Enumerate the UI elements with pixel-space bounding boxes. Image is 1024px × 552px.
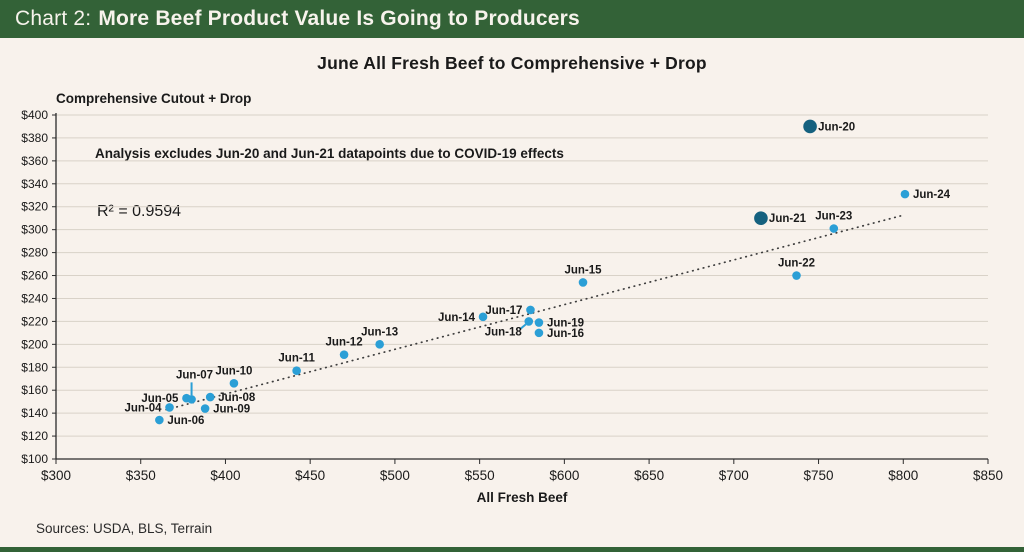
point-label: Jun-17 (485, 305, 522, 317)
data-point (205, 392, 215, 402)
trendline (165, 213, 906, 411)
point-label: Jun-04 (124, 402, 162, 414)
header-bar: Chart 2: More Beef Product Value Is Goin… (0, 0, 1024, 38)
data-point (200, 404, 210, 413)
x-tick-label: $450 (295, 468, 325, 483)
data-point-excluded (754, 211, 768, 225)
y-tick-label: $160 (21, 383, 48, 397)
y-tick-label: $220 (21, 314, 48, 328)
x-tick-label: $750 (804, 468, 834, 483)
x-tick-label: $800 (888, 468, 918, 483)
y-tick-label: $400 (21, 108, 48, 122)
r-squared-label: R² = 0.9594 (97, 203, 182, 220)
x-tick-label: $350 (126, 468, 156, 483)
y-tick-label: $340 (21, 177, 48, 191)
y-tick-label: $300 (21, 223, 48, 237)
x-tick-label: $700 (719, 468, 749, 483)
data-point (155, 415, 164, 425)
data-point (534, 328, 544, 338)
data-point (375, 340, 384, 349)
y-tick-label: $380 (21, 131, 48, 145)
data-point (792, 271, 801, 280)
covid-exclusion-note: Analysis excludes Jun-20 and Jun-21 data… (95, 146, 564, 161)
point-label: Jun-22 (778, 258, 815, 270)
y-tick-label: $140 (21, 406, 48, 420)
chart-title: June All Fresh Beef to Comprehensive + D… (317, 53, 707, 73)
point-label: Jun-11 (278, 353, 315, 365)
header-title: More Beef Product Value Is Going to Prod… (98, 7, 580, 30)
data-point (526, 305, 535, 315)
data-point (165, 403, 174, 412)
label-leader-line (519, 323, 527, 331)
y-tick-label: $320 (21, 200, 48, 214)
x-tick-label: $500 (380, 468, 410, 483)
y-axis-title: Comprehensive Cutout + Drop (56, 91, 252, 106)
data-point (478, 312, 488, 322)
data-point (339, 350, 349, 359)
x-tick-label: $650 (634, 468, 664, 483)
y-tick-label: $120 (21, 429, 48, 443)
point-label: Jun-14 (438, 312, 476, 324)
point-label: Jun-19 (547, 318, 584, 330)
point-label: Jun-24 (913, 189, 951, 201)
point-label: Jun-23 (815, 211, 852, 223)
point-label: Jun-05 (141, 393, 179, 405)
x-tick-label: $600 (549, 468, 579, 483)
point-label: Jun-06 (167, 415, 204, 427)
point-label: Jun-21 (769, 213, 807, 225)
point-label: Jun-16 (547, 328, 584, 340)
x-tick-label: $550 (465, 468, 495, 483)
point-label: Jun-10 (215, 365, 252, 377)
data-point-excluded (803, 119, 817, 134)
data-point (292, 366, 301, 376)
y-tick-label: $100 (21, 452, 48, 466)
y-tick-label: $280 (21, 246, 48, 260)
y-tick-label: $200 (21, 337, 48, 351)
data-point (578, 278, 588, 287)
data-point (187, 395, 196, 404)
y-tick-label: $260 (21, 269, 48, 283)
x-tick-label: $850 (973, 468, 1003, 483)
y-tick-label: $240 (21, 291, 48, 305)
point-label: Jun-13 (361, 326, 398, 338)
point-label: Jun-07 (176, 369, 213, 381)
point-label: Jun-09 (213, 404, 250, 416)
y-tick-label: $180 (21, 360, 48, 374)
data-point (229, 379, 239, 388)
point-label: Jun-08 (218, 392, 256, 404)
data-point (524, 317, 534, 326)
x-tick-label: $300 (41, 468, 71, 483)
x-axis-title: All Fresh Beef (476, 490, 568, 505)
point-label: Jun-18 (485, 326, 523, 338)
x-tick-label: $400 (210, 468, 240, 483)
data-point (534, 318, 544, 327)
point-label: Jun-15 (564, 264, 602, 276)
chart-number-label: Chart 2: (15, 7, 92, 30)
sources-text: Sources: USDA, BLS, Terrain (36, 521, 213, 536)
data-point (900, 189, 910, 199)
point-label: Jun-12 (326, 337, 363, 349)
point-label: Jun-20 (818, 121, 855, 133)
y-tick-label: $360 (21, 154, 48, 168)
data-point (829, 224, 839, 233)
